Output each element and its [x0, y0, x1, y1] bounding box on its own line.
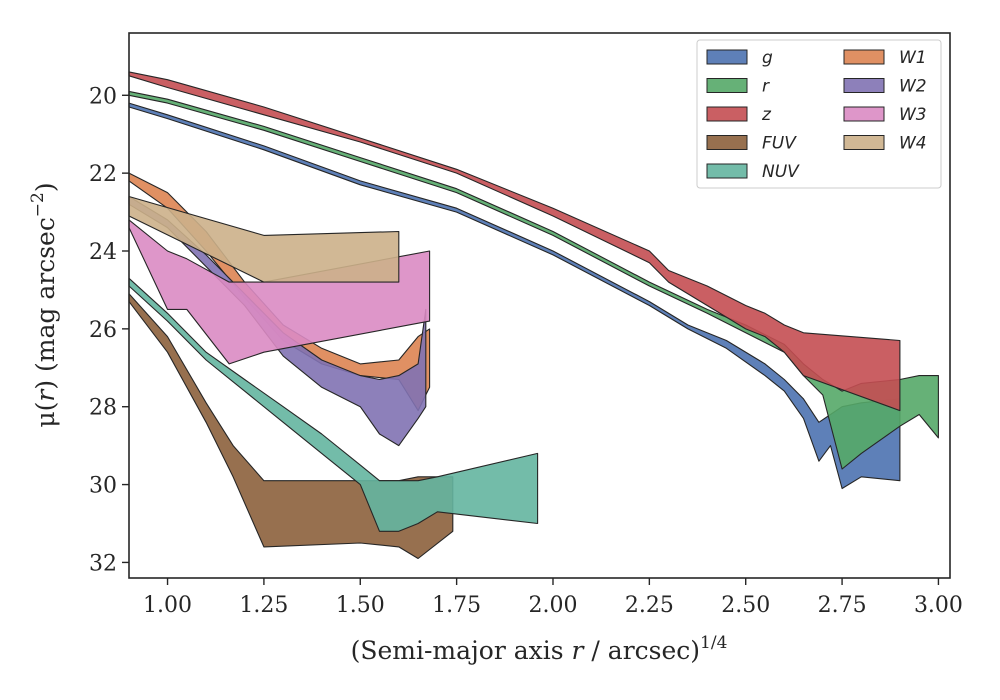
plot-frame	[128, 32, 951, 579]
band-g	[128, 102, 901, 490]
x-tick-label: 1.00	[143, 593, 192, 618]
y-tick-label: 28	[89, 396, 117, 421]
band-nuv	[128, 277, 539, 532]
x-tick-label: 1.50	[336, 593, 385, 618]
y-tick-label: 20	[89, 84, 117, 109]
x-tick-label: 2.75	[818, 593, 867, 618]
series-layer	[128, 71, 939, 560]
legend-label-nuv: NUV	[762, 162, 800, 182]
legend-label-w1: W1	[899, 48, 927, 68]
legend-swatch-w2	[843, 78, 885, 93]
x-axis-title: (Semi-major axis r / arcsec)1/4	[351, 633, 728, 665]
band-w3	[128, 219, 431, 365]
legend-label-r: r	[762, 77, 770, 97]
legend-box	[696, 39, 942, 189]
legend-swatch-w1	[843, 49, 885, 65]
legend-label-fuv: FUV	[762, 134, 797, 154]
y-tick-label: 32	[89, 551, 117, 576]
legend-swatch-g	[706, 49, 748, 65]
x-tick-label: 1.25	[239, 593, 288, 618]
band-z	[128, 71, 901, 412]
y-tick-label: 24	[89, 240, 117, 265]
y-tick-label: 26	[89, 318, 117, 343]
legend-swatch-z	[706, 106, 748, 122]
x-tick-label: 2.25	[625, 593, 674, 618]
x-tick-label: 2.00	[528, 593, 577, 618]
legend-swatch-w4	[843, 135, 885, 150]
legend-label-w4: W4	[899, 134, 927, 154]
x-tick-label: 1.75	[432, 593, 481, 618]
legend-swatch-nuv	[706, 163, 748, 179]
y-tick-label: 30	[89, 474, 117, 499]
y-tick-label: 22	[89, 162, 117, 187]
legend-swatch-fuv	[706, 135, 748, 150]
legend-label-g: g	[762, 48, 773, 68]
legend-swatch-w3	[843, 106, 885, 122]
legend-label-w3: W3	[899, 105, 927, 125]
ticks-layer: 1.00 1.25 1.50 1.75 2.00 2.25 2.50 2.75 3.00 20 22…	[89, 84, 963, 618]
legend-label-z: z	[761, 105, 772, 125]
y-axis-title: μ(r) (mag arcsec−2)	[28, 182, 60, 427]
legend: grz FUV NUV W1 W2 W3 W4	[696, 39, 942, 189]
x-tick-label: 2.50	[721, 593, 770, 618]
x-tick-label: 3.00	[914, 593, 963, 618]
band-r	[128, 90, 939, 470]
legend-label-w2: W2	[899, 77, 927, 97]
legend-swatch-r	[706, 78, 748, 93]
